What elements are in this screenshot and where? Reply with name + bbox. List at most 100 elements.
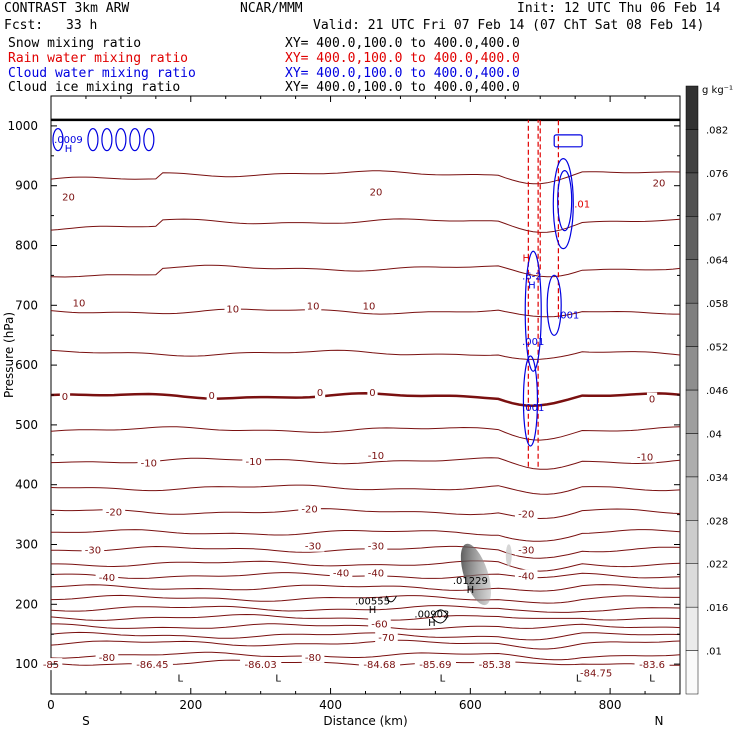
contour-label: -10 [141,459,157,470]
contour-label: 0 [62,392,68,403]
cloud-water-low-contour-6 [143,128,155,152]
isotherm-25 [51,170,680,185]
contour-label: -60 [371,619,387,630]
colorbar-tick-label: .052 [706,343,728,354]
contour-label: -30 [85,545,101,556]
legend-cloud-ice-xy: XY= 400.0,100.0 to 400.0,400.0 [285,80,520,95]
isotherm-m35 [51,560,680,572]
cloud-water-contour-1 [522,355,539,447]
y-tick-label: 300 [15,538,38,552]
colorbar-segment [685,302,699,347]
isotherm-m15 [51,484,680,495]
contour-label: 0 [209,391,215,402]
legend-rain-xy: XY= 400.0,100.0 to 400.0,400.0 [285,51,520,66]
legend-cloud-water-xy: XY= 400.0,100.0 to 400.0,400.0 [285,66,520,81]
contour-label: -20 [301,505,317,516]
isotherm-m55 [51,605,680,613]
x-tick-label: 200 [179,698,202,712]
colorbar-segment [685,606,699,651]
contour-label: -40 [518,572,534,583]
contour-label: 0 [369,388,375,399]
extremum-label: H [528,280,536,291]
y-tick-label: 400 [15,478,38,492]
extremum-label: L [649,673,655,684]
contour-label-bg [368,617,391,630]
contour-label: 20 [370,188,383,199]
contour-label-bg [364,448,388,461]
contour-label-bg [514,569,538,582]
isotherm-20 [51,218,680,233]
contour-label-bg [224,302,241,315]
contour-label-bg [298,502,321,515]
contour-label-bg [60,190,77,203]
extremum-label: H [467,585,475,596]
extremum-label: .6-2 [522,271,542,282]
colorbar-tick-label: .064 [706,256,728,267]
extremum-label: H [522,253,530,264]
valid-time: Valid: 21 UTC Fri 07 Feb 14 (07 ChT Sat … [313,18,705,33]
contour-label: -84.68 [363,660,395,671]
colorbar-segment [685,520,699,564]
contour-label-bg [360,299,378,312]
contour-label-bg [474,658,516,671]
contour-label-bg [650,176,668,189]
contour-label: 0 [317,388,323,399]
init-time: Init: 12 UTC Thu 06 Feb 14 [517,1,721,16]
x-end-label-right: N [655,714,664,728]
contour-label: -10 [368,451,384,462]
cloud-water-contour-2 [524,250,542,372]
contour-label: -30 [368,542,384,553]
contour-label: -80 [305,653,321,664]
contour-label-bg [646,392,658,405]
colorbar-segment [685,216,699,260]
cloud-ice-contour-1 [431,609,449,624]
colorbar-tick-label: .046 [706,386,728,397]
y-tick-label: 1000 [7,119,38,133]
y-tick-label: 900 [15,179,38,193]
contour-label: -30 [518,545,534,556]
contour-label-bg [95,650,119,663]
y-tick-label: 100 [15,657,38,671]
contour-label-bg [367,386,378,399]
y-axis-title: Pressure (hPa) [2,312,16,398]
colorbar-tick-label: .07 [706,212,722,223]
cloud-water-low-contour-5 [129,128,141,152]
colorbar-unit: g kg⁻¹ [702,85,733,96]
colorbar-tick-label: .076 [706,169,728,180]
contour-label: -83.6 [639,660,665,671]
contour-label: -10 [246,457,262,468]
contour-label: 10 [363,301,376,312]
contour-label: -86.45 [136,660,168,671]
isotherm-15 [51,264,680,278]
colorbar-tick-label: .034 [706,473,728,484]
contour-label-bg [414,658,456,671]
cloud-water-low-contour-3 [101,128,113,152]
contour-label: 10 [307,301,320,312]
contour-label-bg [634,658,670,671]
extremum-label: H [428,618,436,629]
colorbar-tick-label: .04 [706,429,722,440]
colorbar-tick-label: .016 [706,603,728,614]
contour-label: 10 [226,304,239,315]
cloud-water-contour-3 [546,274,562,336]
extremum-label: .00555 [355,597,390,608]
extremum-label: .001 [557,310,579,321]
cloud-water-low-contour-2 [87,128,99,152]
colorbar-tick-label: .028 [706,516,728,527]
contour-label-bg [575,666,617,679]
cloud-water-contour-5 [557,170,573,232]
isotherm-m5 [51,426,680,441]
colorbar-tick-label: .022 [706,560,728,571]
colorbar-segment [685,85,699,130]
isotherm-m45 [51,584,680,592]
extremum-label: .001 [522,337,544,348]
contour-label: 20 [62,192,75,203]
contour-label: -80 [99,653,115,664]
contour-label: -40 [99,573,115,584]
contour-label-bg [367,185,385,198]
fcst-label: Fcst: [4,18,44,33]
fcst-value: 33 h [66,18,98,33]
extremum-label: L [275,673,281,684]
isotherm-m25 [51,529,680,542]
contour-label-bg [137,456,161,469]
